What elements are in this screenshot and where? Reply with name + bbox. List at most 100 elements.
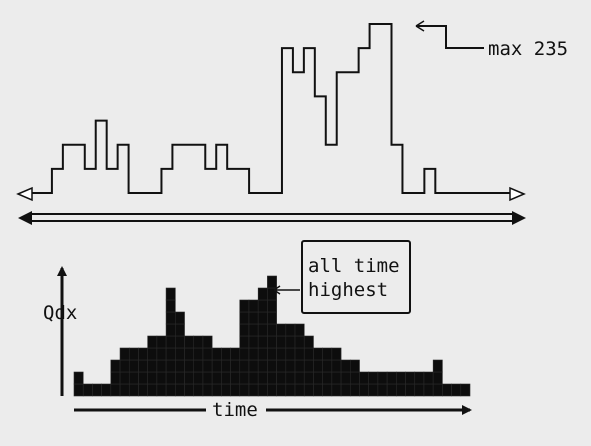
bar-cell [248,323,259,337]
bar-cell [82,383,93,397]
bar-column [257,287,268,397]
bar-cell [267,347,277,361]
bar-cell [405,383,416,397]
bar-cell [239,299,250,313]
highest-callout: all time highest [273,240,411,314]
bar-cell [285,323,296,337]
bar-cell [267,323,277,337]
bar-cell [230,347,241,361]
bar-cell [267,371,277,385]
bar-cell [349,359,360,373]
bar-cell [303,335,314,349]
bar-cell [257,287,268,301]
bar-cell [276,335,287,349]
bar-cell [294,347,305,361]
bar-column [442,383,452,397]
bar-cell [119,347,130,361]
bar-column [239,299,250,397]
bar-cell [239,335,250,349]
bar-cell [110,359,121,373]
bar-cell [322,383,333,397]
bar-cell [165,383,176,397]
bar-cell [294,335,305,349]
bar-cell [414,383,425,397]
bar-cell [73,383,84,397]
bar-cell [128,359,139,373]
bar-cell [211,347,222,361]
bar-cell [368,371,379,385]
bar-cell [313,383,323,397]
bar-column [359,371,369,397]
bar-column [276,323,287,397]
bar-cell [248,347,259,361]
bar-cell [257,347,268,361]
bar-column [386,371,397,397]
bar-cell [322,359,333,373]
bar-cell [257,323,268,337]
bar-cell [331,359,342,373]
divider-right-arrowhead [512,211,526,225]
timeline-divider [18,211,526,225]
bar-cell [377,371,388,385]
bar-cell [184,347,195,361]
bar-cell [239,383,250,397]
bar-cell [248,335,259,349]
bar-column [92,383,102,397]
bar-cell [221,347,231,361]
bar-cell [331,383,342,397]
bar-column [138,347,148,397]
bar-cell [138,371,148,385]
bar-cell [110,371,121,385]
bar-cell [165,347,176,361]
bar-cell [285,347,296,361]
bar-cell [377,383,388,397]
bar-column [211,347,222,397]
bar-column [303,335,314,397]
bar-cell [147,335,158,349]
bar-column [405,371,416,397]
bar-cell [193,383,204,397]
bar-cell [285,359,296,373]
bar-cell [202,335,213,349]
right-open-arrowhead [509,186,526,202]
bar-cell [147,347,158,361]
highest-callout-line2: highest [308,279,388,301]
bar-cell [156,383,167,397]
bar-cell [303,359,314,373]
bar-cell [156,359,167,373]
bar-column [128,347,139,397]
bar-cell [423,383,434,397]
bar-cell [451,383,462,397]
bar-cell [267,299,277,313]
bar-column [414,371,425,397]
bar-column [349,359,360,397]
bar-cell [175,359,185,373]
bar-column [184,335,195,397]
bar-column [101,383,112,397]
bar-cell [202,347,213,361]
bar-column [202,335,213,397]
bar-cell [147,359,158,373]
bar-cell [276,323,287,337]
bar-cell [165,335,176,349]
bar-cell [331,371,342,385]
bar-cell [239,371,250,385]
bar-cell [267,275,277,289]
bar-cell [175,335,185,349]
bar-column [267,275,277,397]
bar-cell [156,335,167,349]
bar-column [285,323,296,397]
bar-cell [303,347,314,361]
bar-cell [322,347,333,361]
bar-cell [285,335,296,349]
bar-cell [165,287,176,301]
bar-column [313,347,323,397]
bar-cell [119,359,130,373]
bar-cell [340,359,351,373]
bar-cell [257,299,268,313]
bar-column [82,383,93,397]
bar-cell [202,359,213,373]
bar-cell [285,383,296,397]
bar-cell [128,371,139,385]
bar-cell [175,323,185,337]
